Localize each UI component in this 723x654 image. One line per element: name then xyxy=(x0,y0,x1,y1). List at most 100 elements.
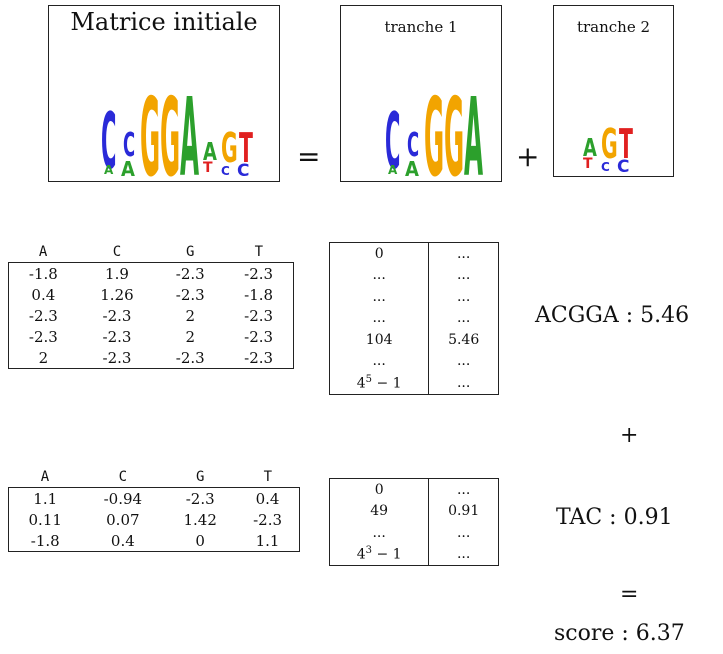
slice2-panel: tranche 2 A T G C T C xyxy=(553,5,674,177)
lookup2-index: ... xyxy=(329,522,430,544)
lookup2-index: 0 xyxy=(329,478,430,501)
matrix2-header: A xyxy=(40,469,50,485)
matrix1-header: A xyxy=(38,244,48,260)
logo-letter-C: C xyxy=(407,127,419,165)
matrix1-cell: -2.3 xyxy=(244,327,274,346)
initial-sequence-logo: C A C A G G A A T G C T C xyxy=(101,76,253,180)
matrix1-header: C xyxy=(112,244,122,260)
logo-letter-G: G xyxy=(444,76,464,180)
slice2-title: tranche 2 xyxy=(576,18,651,36)
lookup1-last-tail: − 1 xyxy=(372,375,402,392)
table-row: 0.4 1.26 -2.3 -1.8 xyxy=(9,284,294,305)
lookup1-index: ... xyxy=(329,264,430,286)
lookup1-table: 0... ...... ...... ...... 104 5.46 ......… xyxy=(329,242,499,395)
matrix2-cell: 0.4 xyxy=(255,489,280,508)
matrix1-cell: -2.3 xyxy=(102,306,132,325)
logo-letter-G: G xyxy=(601,120,618,168)
matrix2-cell: -1.8 xyxy=(30,531,60,550)
lookup1-value: ... xyxy=(456,288,471,305)
lookup1-index: ... xyxy=(329,286,430,308)
logo-letter-A: A xyxy=(104,163,114,177)
lookup2-value: ... xyxy=(456,524,471,541)
matrix1-cell: 2 xyxy=(38,348,49,367)
matrix1-cell: 2 xyxy=(185,306,196,325)
matrix1-table: A C G T -1.8 1.9 -2.3 -2.3 0.4 1.26 -2.3 -1.8 … xyxy=(8,242,294,369)
lookup2-index: 49 xyxy=(329,500,430,522)
lookup2-value: 0.91 xyxy=(448,503,480,520)
matrix1-cell: 1.26 xyxy=(100,285,134,304)
logo-letter-G: G xyxy=(160,76,180,180)
slice1-sequence-logo: C A C A G G A xyxy=(385,76,483,180)
matrix2-header-row: A C G T xyxy=(9,467,300,488)
table-row: 0... xyxy=(329,478,499,501)
matrix2-cell: -0.94 xyxy=(103,489,143,508)
logo-letter-A: A xyxy=(583,134,597,163)
logo-letter-C: C xyxy=(101,97,116,180)
matrix1-cell: -2.3 xyxy=(244,264,274,283)
table-row: 2 -2.3 -2.3 -2.3 xyxy=(9,347,294,369)
matrix2-table: A C G T 1.1 -0.94 -2.3 0.4 0.11 0.07 1.42 -2.3… xyxy=(8,467,300,552)
matrix1-header: T xyxy=(254,244,264,260)
lookup1-value: 5.46 xyxy=(448,331,480,348)
matrix2-cell: 1.1 xyxy=(33,489,58,508)
matrix1-cell: -2.3 xyxy=(175,264,205,283)
logo-letter-G: G xyxy=(221,124,238,172)
lookup2-value: ... xyxy=(456,481,471,498)
matrix1-cell: 0.4 xyxy=(31,285,56,304)
matrix1-cell: -2.3 xyxy=(175,348,205,367)
logo-letter-A: A xyxy=(464,76,483,180)
logo-letter-C: C xyxy=(123,127,135,165)
lookup1-value: ... xyxy=(456,353,471,370)
lookup2-last-index: 43 − 1 xyxy=(329,543,430,566)
score-result: score : 6.37 xyxy=(554,621,685,646)
plus-sign: + xyxy=(516,140,540,173)
table-row: ...... xyxy=(329,307,499,329)
logo-letter-T: T xyxy=(239,124,253,172)
initial-matrix-title: Matrice initiale xyxy=(70,8,258,36)
table-row: 0... xyxy=(329,242,499,265)
logo-letter-A: A xyxy=(180,76,199,180)
lookup1-index: 0 xyxy=(329,242,430,265)
lookup1-index: ... xyxy=(329,307,430,329)
logo-letter-G: G xyxy=(140,76,160,180)
logo-letter-A: A xyxy=(388,163,398,177)
lookup1-value: ... xyxy=(456,310,471,327)
result-plus: + xyxy=(620,423,639,448)
matrix2-header: G xyxy=(195,469,205,485)
table-row: ...... xyxy=(329,522,499,544)
logo-letter-C: C xyxy=(617,157,629,176)
slice2-sequence-logo: A T G C T C xyxy=(583,120,633,176)
matrix2-cell: 0.4 xyxy=(110,531,135,550)
logo-letter-T: T xyxy=(583,156,593,172)
table-row: -1.8 0.4 0 1.1 xyxy=(9,530,300,552)
logo-letter-G: G xyxy=(424,76,444,180)
table-row: ...... xyxy=(329,350,499,372)
lookup1-index: ... xyxy=(329,350,430,372)
table-row: ...... xyxy=(329,286,499,308)
lookup2-value: ... xyxy=(456,546,471,563)
slice1-result: ACGGA : 5.46 xyxy=(535,303,690,328)
logo-letter-A: C xyxy=(221,164,230,178)
slice1-panel: tranche 1 C A C A G G A xyxy=(340,5,502,182)
lookup1-value: ... xyxy=(456,374,471,391)
matrix2-cell: 1.42 xyxy=(183,510,217,529)
table-row: ...... xyxy=(329,264,499,286)
matrix1-cell: -2.3 xyxy=(102,327,132,346)
matrix1-cell: -2.3 xyxy=(175,285,205,304)
lookup2-last-base: 4 xyxy=(356,547,366,564)
lookup1-last-base: 4 xyxy=(356,375,366,392)
logo-letter-C: C xyxy=(237,161,249,180)
table-row: -2.3 -2.3 2 -2.3 xyxy=(9,305,294,326)
matrix1-header-row: A C G T xyxy=(9,242,294,263)
logo-letter-A: A xyxy=(121,158,135,180)
lookup2-last-exp: 3 xyxy=(365,545,373,557)
result-equals: = xyxy=(620,582,639,607)
lookup1-value: ... xyxy=(456,267,471,284)
logo-letter-T: T xyxy=(203,160,213,176)
matrix2-cell: -2.3 xyxy=(253,510,283,529)
lookup2-table: 0... 49 0.91 ...... 43 − 1 ... xyxy=(329,478,499,566)
lookup1-last-exp: 5 xyxy=(365,373,373,385)
table-row: 45 − 1 ... xyxy=(329,372,499,394)
matrix1-cell: 1.9 xyxy=(105,264,129,283)
table-row: 49 0.91 xyxy=(329,500,499,522)
